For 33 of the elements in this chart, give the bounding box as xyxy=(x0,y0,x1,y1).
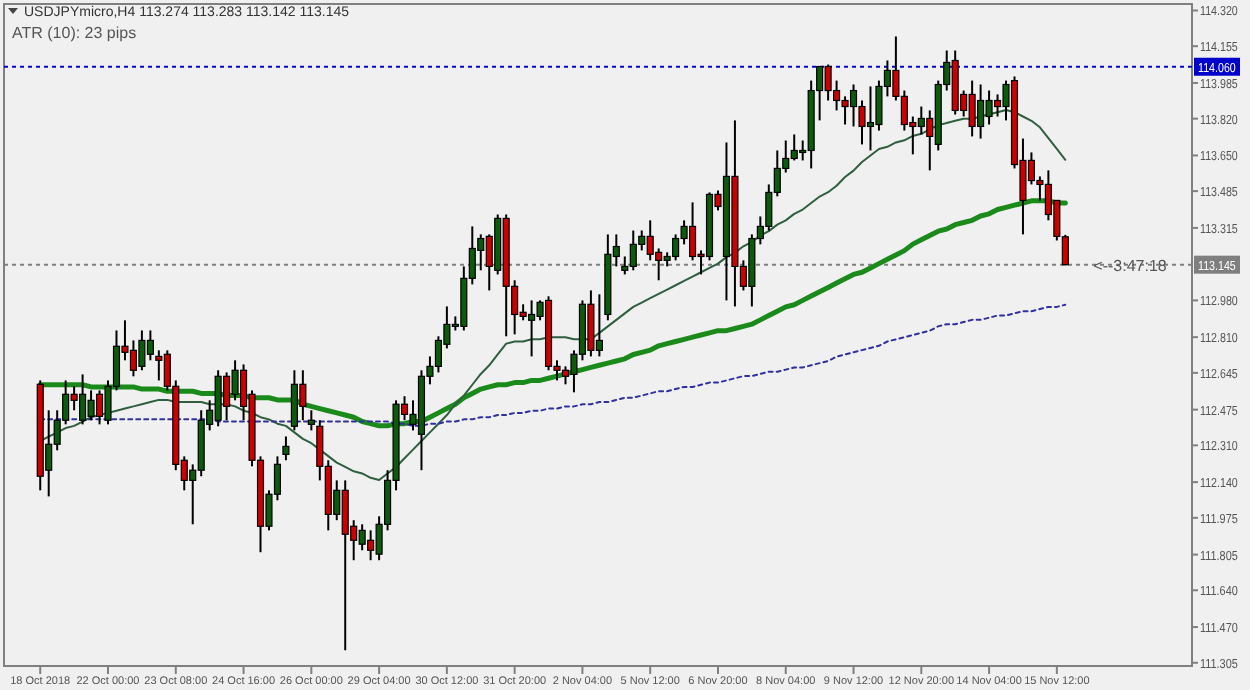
candlestick xyxy=(307,409,315,432)
candlestick xyxy=(790,133,798,162)
candlestick xyxy=(587,289,595,358)
candlestick xyxy=(138,329,146,372)
candlestick xyxy=(214,369,222,428)
candlestick xyxy=(595,293,603,358)
candlestick xyxy=(917,105,925,136)
candlestick xyxy=(985,89,993,126)
candlestick xyxy=(849,83,858,128)
candlestick xyxy=(95,389,104,426)
candlestick xyxy=(79,373,87,426)
candlestick xyxy=(477,233,485,272)
candlestick xyxy=(824,63,832,102)
candlestick xyxy=(646,219,654,262)
candlestick xyxy=(748,233,756,308)
candlestick xyxy=(367,529,375,562)
candlestick xyxy=(299,369,307,422)
candlestick xyxy=(629,229,637,272)
candlestick xyxy=(87,389,95,422)
candlestick xyxy=(341,479,349,652)
candlestick xyxy=(155,349,163,382)
candlestick xyxy=(968,79,976,138)
candlestick xyxy=(290,369,298,432)
candlestick xyxy=(282,435,290,462)
candlestick xyxy=(223,371,231,422)
candlestick xyxy=(672,233,680,262)
candlestick xyxy=(866,85,875,152)
text: <--3:47:18 xyxy=(1093,256,1168,275)
candlestick xyxy=(528,299,536,358)
candlestick xyxy=(358,523,366,552)
candlestick xyxy=(146,329,154,362)
annotation: ATR (10): 23 pips xyxy=(12,24,137,42)
candlestick xyxy=(977,83,985,140)
